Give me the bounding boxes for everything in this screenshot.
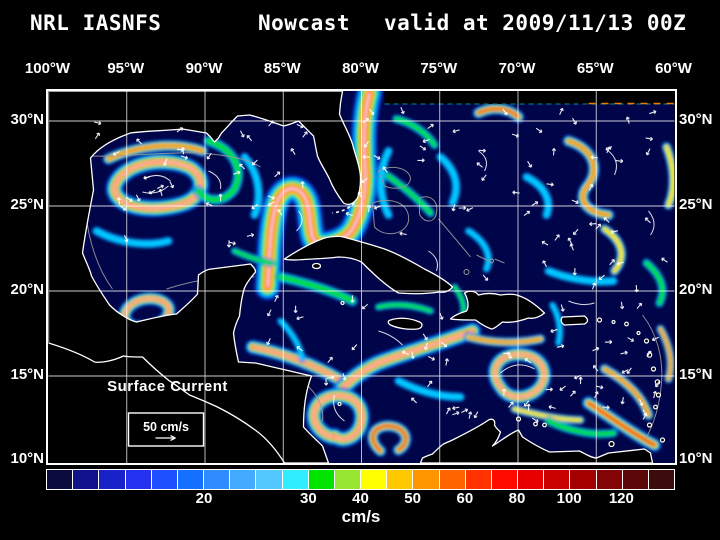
land-small-island	[611, 319, 616, 325]
colorbar-segment	[177, 470, 205, 489]
colorbar-segment	[648, 470, 675, 489]
lon-label: 85°W	[263, 60, 301, 77]
colorbar-segment	[334, 470, 362, 489]
lon-label: 80°W	[342, 60, 379, 77]
lat-label: 15°N	[10, 366, 44, 383]
colorbar-tick: 120	[608, 490, 634, 507]
lon-label: 70°W	[498, 60, 536, 77]
colorbar-tick: 80	[508, 490, 526, 507]
colorbar-segment	[125, 470, 152, 489]
land-small-island	[650, 366, 657, 372]
lon-label: 75°W	[420, 60, 458, 77]
colorbar-segment	[230, 470, 257, 489]
map-frame: Surface Current 50 cm/s	[46, 89, 677, 465]
land-small-island	[340, 300, 345, 306]
scale-value-label: 50 cm/s	[143, 420, 189, 434]
land-puerto-rico	[560, 315, 589, 326]
lat-label: 20°N	[10, 281, 44, 298]
colorbar-segment	[308, 470, 335, 489]
land-small-island	[533, 421, 538, 427]
lat-label: 25°N	[679, 196, 713, 213]
land-small-island	[515, 416, 522, 422]
colorbar-tick: 100	[556, 490, 582, 507]
model-domain-boundary	[384, 91, 675, 104]
colorbar-segment	[282, 470, 309, 489]
colorbar-units-label: cm/s	[341, 507, 381, 526]
colorbar-tick: 40	[352, 490, 369, 507]
scale-arrow-icon	[155, 435, 176, 441]
land-small-island	[643, 338, 650, 344]
land-south-america	[419, 418, 654, 463]
land-masses	[48, 91, 666, 463]
product-title: Nowcast	[258, 11, 351, 35]
land-small-island	[646, 422, 653, 428]
land-jamaica	[387, 317, 423, 330]
colorbar-segment	[518, 470, 545, 489]
lat-label: 30°N	[679, 111, 713, 128]
speed-colorbar	[46, 469, 675, 490]
valid-time-label: valid at 2009/11/13 00Z	[384, 11, 687, 35]
colorbar-segment	[99, 470, 126, 489]
lat-label: 15°N	[679, 366, 713, 383]
colorbar-tick: 50	[404, 490, 421, 507]
colorbar-segment	[47, 470, 74, 489]
land-small-island	[653, 404, 658, 410]
colorbar-segment	[256, 470, 283, 489]
lon-label: 90°W	[185, 60, 223, 77]
lat-label: 20°N	[679, 281, 713, 298]
colorbar-tick: 30	[300, 490, 317, 507]
colorbar-segment	[361, 470, 388, 489]
colorbar-segment	[387, 470, 414, 489]
lon-label: 65°W	[576, 60, 614, 77]
florida-keys	[332, 202, 356, 214]
land-small-island	[542, 422, 547, 428]
model-title: NRL IASNFS	[30, 11, 162, 35]
streamline-streaks	[142, 150, 655, 422]
land-small-island	[596, 317, 603, 323]
colorbar-segment	[491, 470, 519, 489]
lat-label: 30°N	[10, 111, 44, 128]
land-small-island	[624, 321, 629, 327]
land-north-central-america	[48, 91, 362, 463]
lat-label: 10°N	[679, 450, 713, 467]
lat-label: 25°N	[10, 196, 44, 213]
colorbar-tick: 20	[195, 490, 213, 507]
colorbar-segment	[439, 470, 466, 489]
land-small-island	[337, 401, 342, 407]
colorbar-segment	[151, 470, 178, 489]
land-small-island	[608, 440, 615, 448]
colorbar-segment	[596, 470, 623, 489]
surface-current-annotation: Surface Current	[107, 378, 228, 395]
colorbar-segment	[73, 470, 100, 489]
colorbar-tick: 60	[456, 490, 474, 507]
colorbar-segment	[544, 470, 571, 489]
colorbar-segment	[570, 470, 597, 489]
colorbar-segment	[465, 470, 492, 489]
lon-label: 100°W	[24, 60, 71, 77]
colorbar-segment	[622, 470, 649, 489]
lon-label: 60°W	[655, 60, 692, 77]
land-hispaniola	[449, 290, 546, 330]
colorbar-segment	[204, 470, 231, 489]
lat-label: 10°N	[10, 450, 44, 467]
current-direction-arrows	[94, 106, 668, 423]
land-small-island	[636, 330, 641, 336]
land-small-island	[659, 437, 666, 443]
vector-scale-box: 50 cm/s	[127, 412, 205, 447]
surface-current-map: Surface Current 50 cm/s	[48, 91, 675, 463]
lat-lon-gridlines	[48, 91, 675, 463]
lon-label: 95°W	[107, 60, 145, 77]
land-small-island	[655, 392, 662, 398]
colorbar-segment	[413, 470, 440, 489]
